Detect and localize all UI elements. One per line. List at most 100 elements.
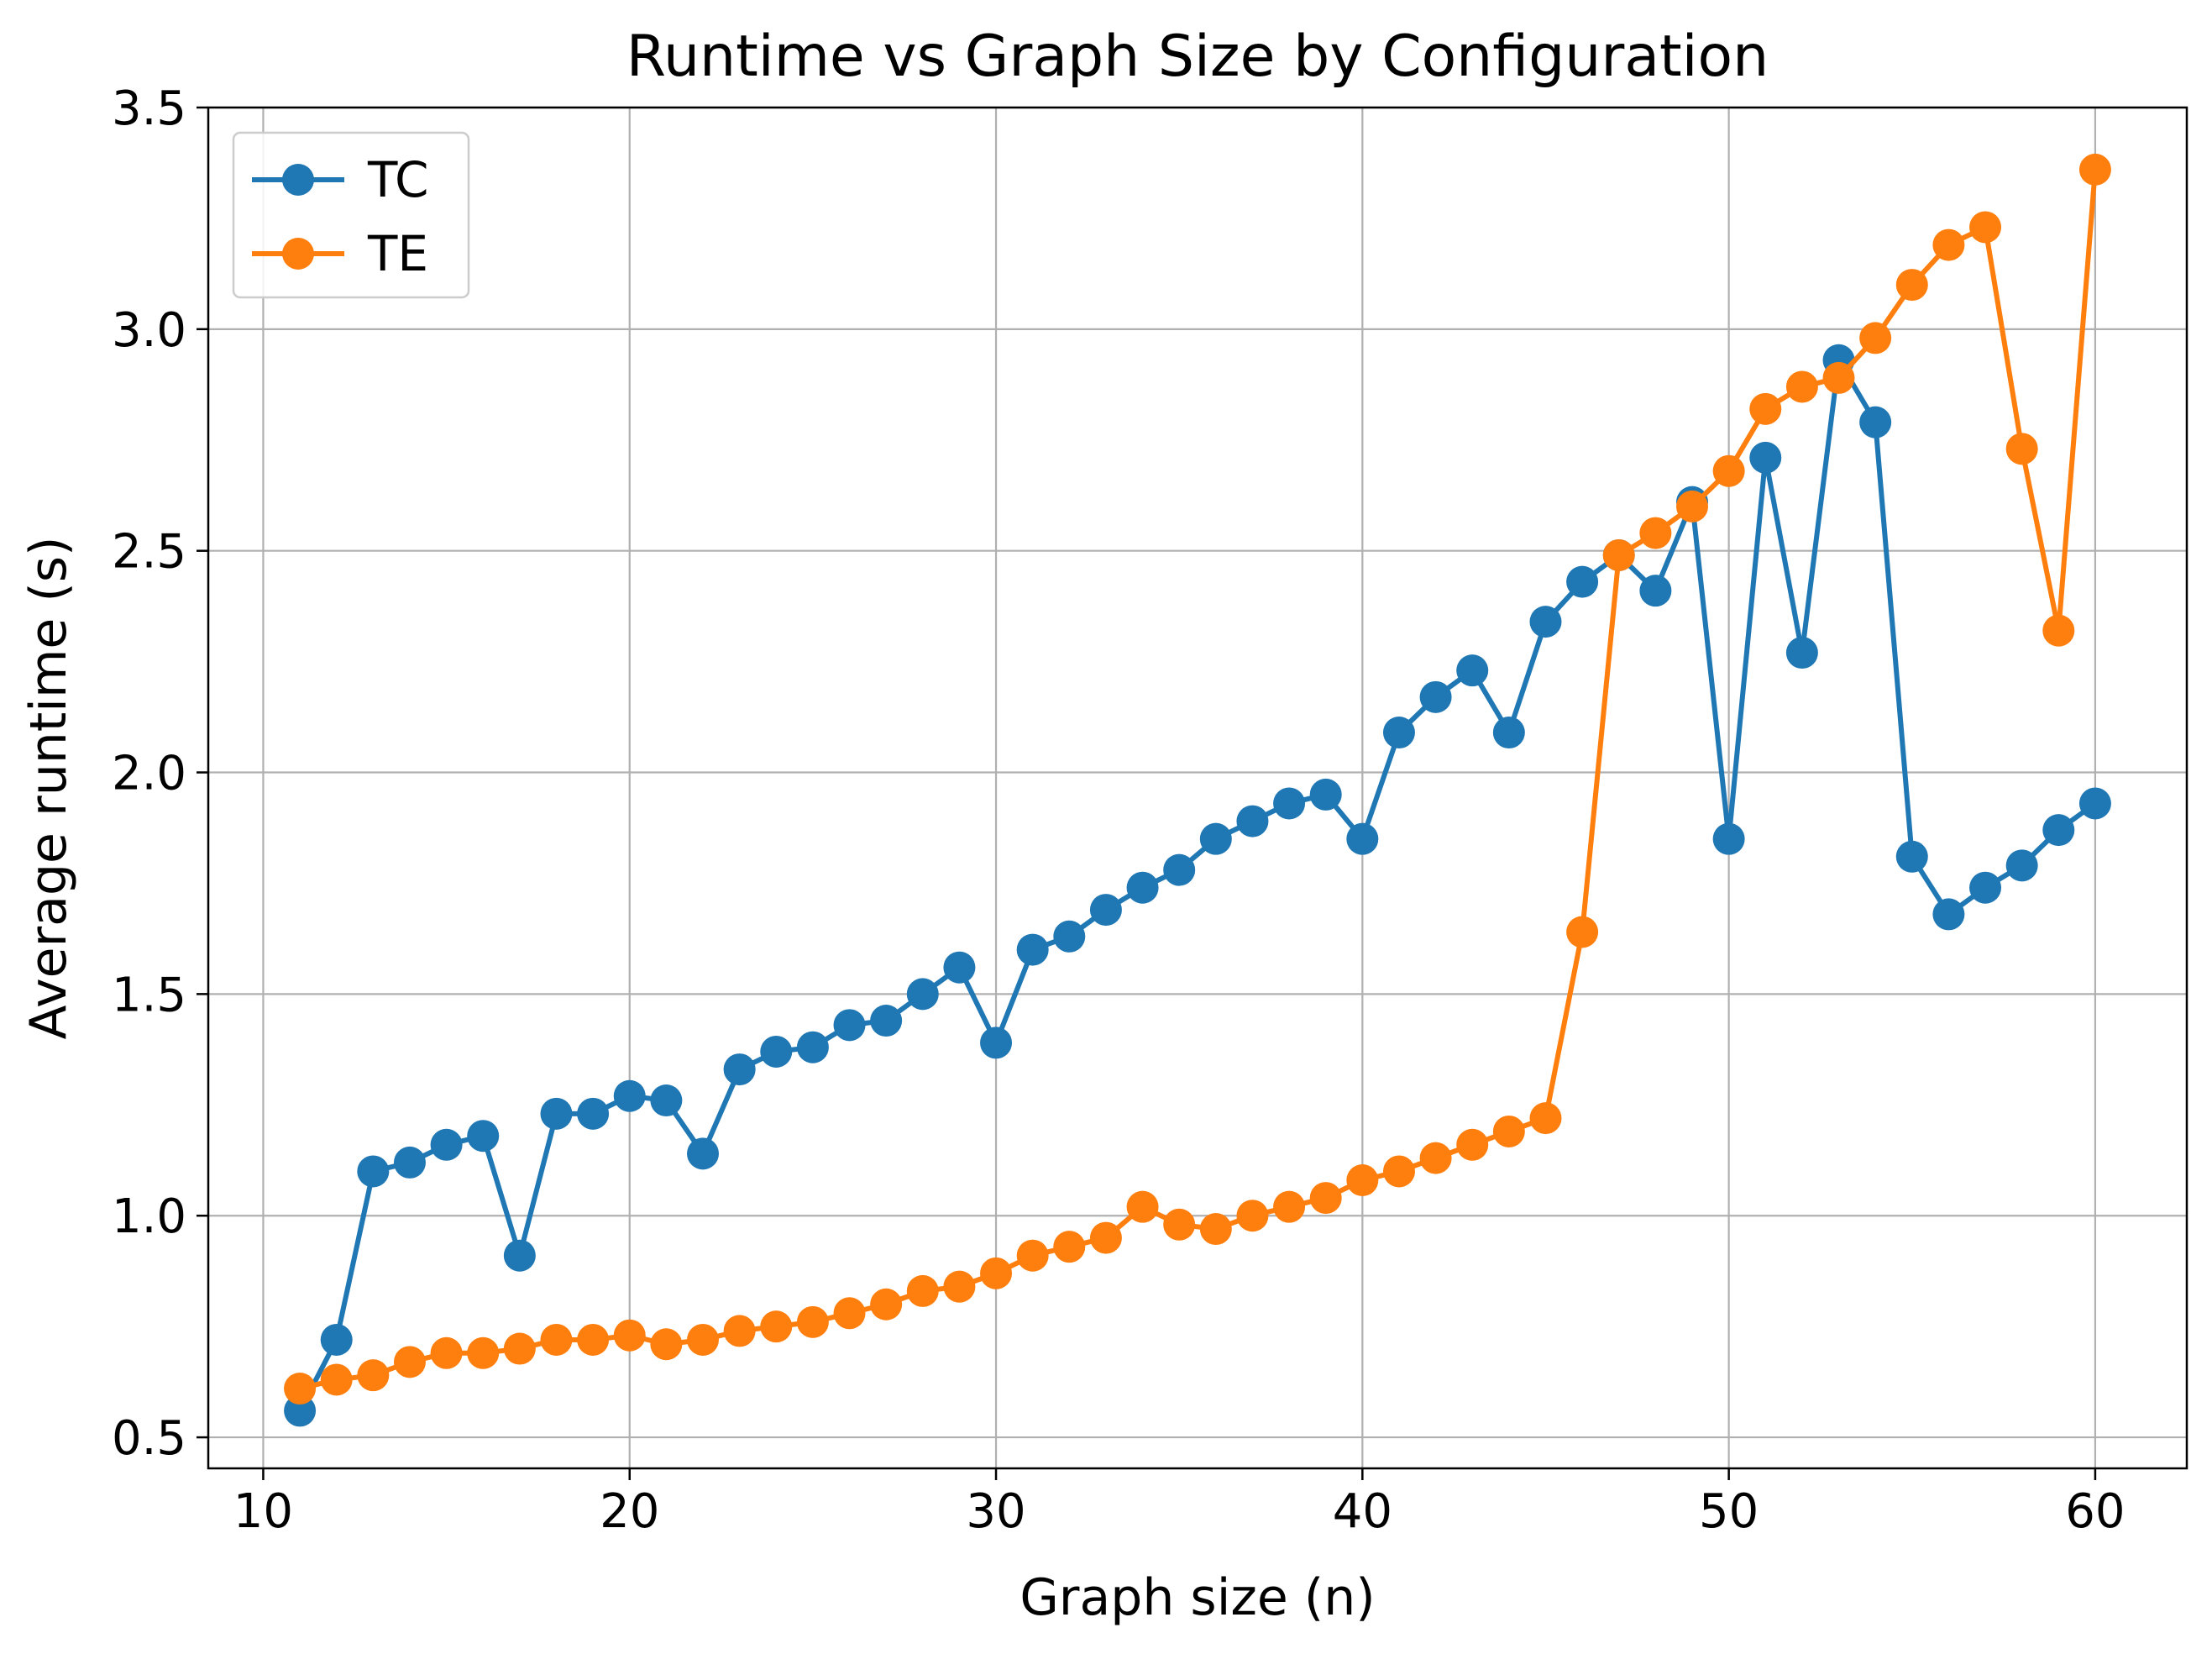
data-point-te bbox=[1382, 1155, 1415, 1188]
data-point-tc bbox=[1639, 575, 1672, 607]
data-point-te bbox=[1273, 1190, 1306, 1223]
data-point-tc bbox=[1016, 933, 1049, 966]
data-point-tc bbox=[613, 1079, 646, 1112]
data-point-te bbox=[1822, 361, 1855, 394]
data-point-te bbox=[1785, 370, 1818, 403]
data-point-te bbox=[1492, 1115, 1525, 1147]
data-point-tc bbox=[1712, 822, 1745, 855]
data-point-tc bbox=[1309, 778, 1342, 811]
data-point-tc bbox=[833, 1009, 866, 1042]
chart-title: Runtime vs Graph Size by Configuration bbox=[626, 24, 1769, 90]
data-point-tc bbox=[1749, 441, 1782, 474]
data-point-tc bbox=[906, 978, 939, 1011]
x-tick-label: 50 bbox=[1699, 1484, 1759, 1539]
data-point-tc bbox=[503, 1239, 536, 1272]
data-point-te bbox=[430, 1336, 463, 1369]
data-point-te bbox=[796, 1305, 829, 1338]
data-point-tc bbox=[1895, 840, 1928, 873]
data-point-tc bbox=[320, 1323, 353, 1356]
x-tick-label: 10 bbox=[233, 1484, 293, 1539]
data-point-tc bbox=[2005, 849, 2038, 882]
data-point-tc bbox=[284, 1394, 317, 1427]
data-point-tc bbox=[1969, 871, 2002, 904]
data-point-te bbox=[503, 1332, 536, 1365]
data-point-tc bbox=[1053, 920, 1086, 953]
data-point-tc bbox=[943, 951, 976, 984]
data-point-te bbox=[980, 1257, 1013, 1289]
data-point-tc bbox=[870, 1005, 903, 1037]
data-point-tc bbox=[1273, 787, 1306, 820]
data-point-tc bbox=[467, 1120, 500, 1153]
series-tc bbox=[284, 344, 2111, 1427]
data-point-te bbox=[1749, 392, 1782, 425]
data-point-te bbox=[1126, 1190, 1159, 1223]
data-point-te bbox=[943, 1270, 976, 1303]
data-point-te bbox=[1566, 916, 1599, 948]
data-point-tc bbox=[577, 1097, 610, 1130]
data-point-te bbox=[1456, 1128, 1489, 1161]
y-tick-label: 0.5 bbox=[112, 1411, 186, 1466]
data-point-te bbox=[320, 1363, 353, 1396]
data-point-te bbox=[906, 1274, 939, 1307]
legend-box bbox=[232, 131, 470, 299]
data-point-tc bbox=[357, 1155, 390, 1188]
data-point-tc bbox=[1492, 717, 1525, 749]
y-tick-label: 1.5 bbox=[112, 968, 186, 1022]
data-point-te bbox=[1346, 1164, 1379, 1197]
x-tick-label: 30 bbox=[966, 1484, 1025, 1539]
data-point-te bbox=[540, 1323, 573, 1356]
data-point-tc bbox=[1163, 853, 1196, 886]
data-point-te bbox=[357, 1359, 390, 1392]
data-point-te bbox=[1309, 1182, 1342, 1215]
grid bbox=[208, 106, 2187, 1468]
data-point-tc bbox=[1346, 822, 1379, 855]
axis-ticks: 10 20 30 40 50 60 0.5 1.0 1.5 2.0 2.5 3.0 3.5 bbox=[112, 81, 2126, 1539]
data-point-tc bbox=[1932, 898, 1965, 931]
data-point-tc bbox=[2078, 787, 2111, 820]
data-point-tc bbox=[430, 1128, 463, 1161]
data-point-te bbox=[613, 1319, 646, 1352]
data-point-te bbox=[1676, 490, 1708, 522]
x-tick-label: 20 bbox=[600, 1484, 659, 1539]
data-point-tc bbox=[1382, 717, 1415, 749]
data-point-te bbox=[870, 1288, 903, 1321]
data-point-te bbox=[1053, 1231, 1086, 1263]
y-tick-label: 1.0 bbox=[112, 1189, 186, 1244]
data-point-te bbox=[284, 1373, 317, 1405]
data-point-te bbox=[1859, 322, 1892, 354]
data-point-te bbox=[467, 1336, 500, 1369]
y-tick-label: 3.0 bbox=[112, 303, 186, 358]
data-point-te bbox=[687, 1323, 719, 1356]
data-point-tc bbox=[1126, 871, 1159, 904]
y-tick-label: 2.5 bbox=[112, 525, 186, 580]
x-tick-label: 40 bbox=[1333, 1484, 1392, 1539]
x-axis-label: Graph size (n) bbox=[1020, 1568, 1375, 1627]
data-point-te bbox=[393, 1346, 426, 1378]
data-point-tc bbox=[2042, 814, 2075, 847]
data-point-te bbox=[2078, 153, 2111, 186]
data-point-tc bbox=[1199, 822, 1232, 855]
data-point-tc bbox=[1089, 894, 1122, 927]
data-point-tc bbox=[1529, 606, 1562, 638]
y-tick-label: 3.5 bbox=[112, 81, 186, 136]
data-point-te bbox=[723, 1315, 756, 1347]
data-point-te bbox=[1529, 1102, 1562, 1135]
data-point-tc bbox=[1236, 805, 1269, 838]
legend: TC TE bbox=[232, 131, 470, 299]
data-point-te bbox=[1236, 1200, 1269, 1232]
data-point-tc bbox=[1785, 637, 1818, 669]
data-point-te bbox=[1932, 228, 1965, 261]
data-point-tc bbox=[393, 1146, 426, 1179]
data-point-te bbox=[760, 1310, 793, 1343]
legend-label: TC bbox=[367, 151, 429, 208]
data-point-te bbox=[2005, 433, 2038, 465]
data-point-tc bbox=[650, 1084, 683, 1117]
data-point-te bbox=[1895, 269, 1928, 302]
data-point-tc bbox=[1566, 565, 1599, 598]
data-point-te bbox=[1712, 454, 1745, 487]
legend-label: TE bbox=[367, 225, 428, 282]
data-point-tc bbox=[1456, 654, 1489, 687]
data-point-tc bbox=[760, 1035, 793, 1068]
data-point-tc bbox=[1419, 680, 1452, 713]
